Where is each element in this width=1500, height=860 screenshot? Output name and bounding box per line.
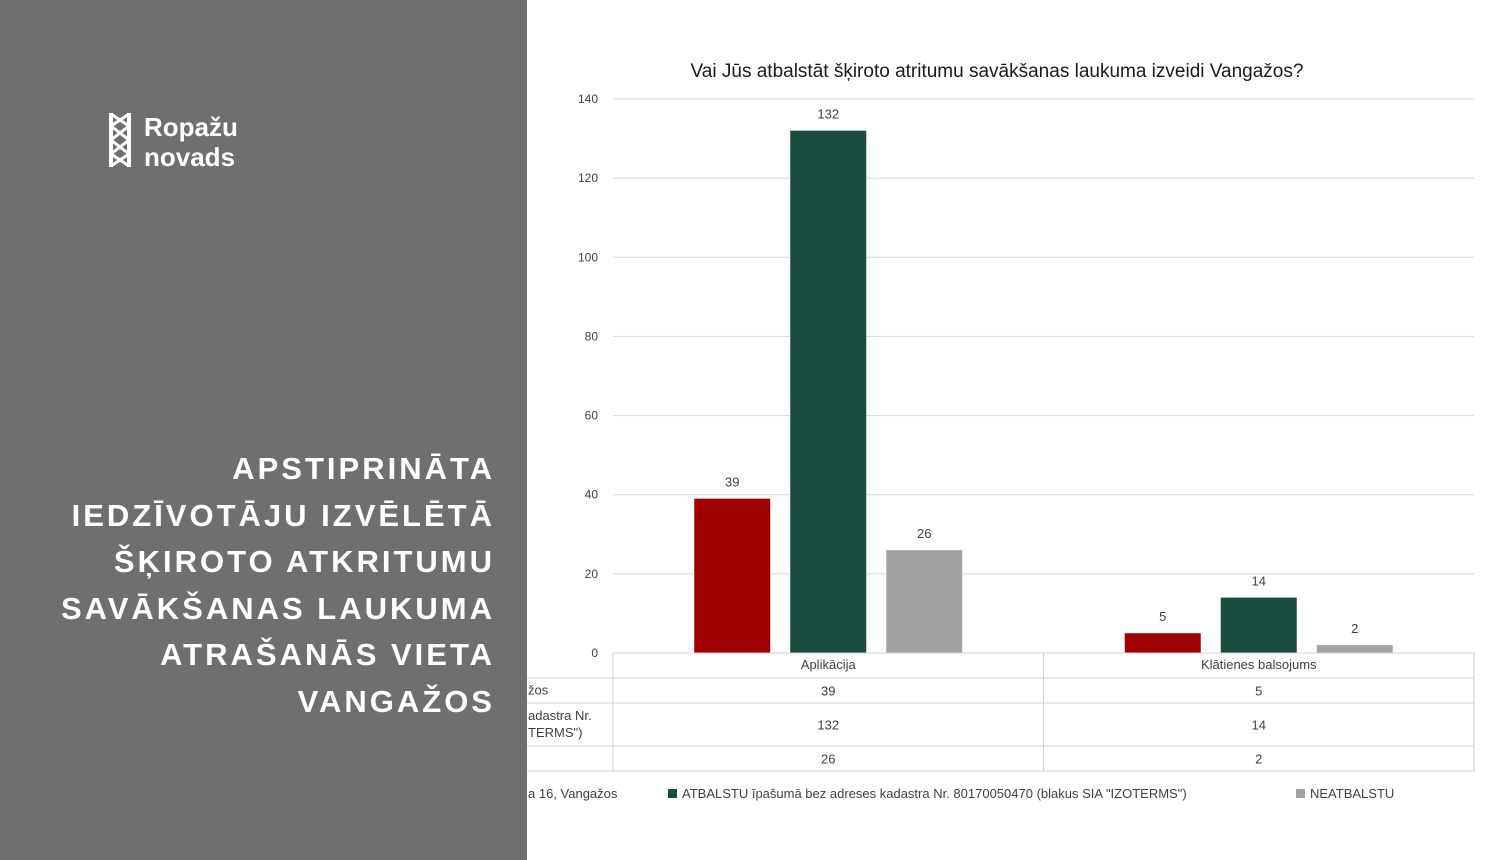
data-label: 39 xyxy=(725,475,739,490)
headline-line: VANGAŽOS xyxy=(297,683,495,719)
y-tick-label: 120 xyxy=(578,171,598,185)
headline-line: SAVĀKŠANAS LAUKUMA xyxy=(60,590,495,626)
legend-swatch xyxy=(668,789,677,798)
chart-title: Vai Jūs atbalstāt šķiroto atritumu savāk… xyxy=(691,61,1304,82)
table-cell: 14 xyxy=(1252,718,1266,733)
table-row-label: žos xyxy=(528,683,549,698)
data-label: 5 xyxy=(1159,609,1166,624)
bar xyxy=(1220,597,1297,653)
headline-line: ŠĶIROTO ATKRITUMU xyxy=(113,544,495,579)
bar xyxy=(1124,633,1201,653)
bar xyxy=(886,550,963,653)
data-label: 26 xyxy=(917,526,931,541)
table-cell: 26 xyxy=(821,752,835,767)
ropazu-ornament-icon xyxy=(109,112,131,168)
headline-line: ATRAŠANĀS VIETA xyxy=(160,637,495,672)
table-cell: 5 xyxy=(1255,684,1262,699)
legend-label: ATBALSTU īpašumā bez adreses kadastra Nr… xyxy=(682,786,1187,801)
brand-name-line1: Ropažu xyxy=(144,112,238,142)
data-label: 14 xyxy=(1252,574,1266,589)
headline-line: IEDZĪVOTĀJU IZVĒLĒTĀ xyxy=(71,497,495,533)
table-row-label: adastra Nr. xyxy=(528,708,592,723)
left-panel: Ropažu novads APSTIPRINĀTA IEDZĪVOTĀJU I… xyxy=(0,0,527,860)
chart-area: Vai Jūs atbalstāt šķiroto atritumu savāk… xyxy=(527,0,1500,860)
category-label: Aplikācija xyxy=(801,657,857,672)
legend-label: NEATBALSTU xyxy=(1310,786,1394,801)
bar-chart: Vai Jūs atbalstāt šķiroto atritumu savāk… xyxy=(527,61,1475,801)
table-cell: 2 xyxy=(1255,752,1262,767)
headline: APSTIPRINĀTA IEDZĪVOTĀJU IZVĒLĒTĀ ŠĶIROT… xyxy=(25,446,495,725)
category-label: Klātienes balsojums xyxy=(1201,657,1317,672)
y-tick-label: 100 xyxy=(578,250,598,264)
data-label: 132 xyxy=(817,107,839,122)
y-tick-label: 20 xyxy=(585,567,599,581)
legend-swatch xyxy=(1296,789,1305,798)
table-cell: 132 xyxy=(817,718,839,733)
y-tick-label: 0 xyxy=(591,646,598,660)
bar xyxy=(694,498,771,653)
table-row-label: TERMS") xyxy=(528,725,582,740)
bar xyxy=(790,130,867,653)
y-tick-label: 60 xyxy=(585,409,599,423)
bar xyxy=(1316,645,1393,653)
headline-line: APSTIPRINĀTA xyxy=(232,451,495,486)
y-tick-label: 80 xyxy=(585,329,599,343)
y-tick-label: 40 xyxy=(585,488,599,502)
brand-name-line2: novads xyxy=(144,142,236,172)
y-tick-label: 140 xyxy=(578,92,598,106)
data-label: 2 xyxy=(1351,621,1358,636)
brand-logo: Ropažu novads xyxy=(108,112,238,172)
legend-label: a 16, Vangažos xyxy=(528,786,618,801)
table-cell: 39 xyxy=(821,684,835,699)
